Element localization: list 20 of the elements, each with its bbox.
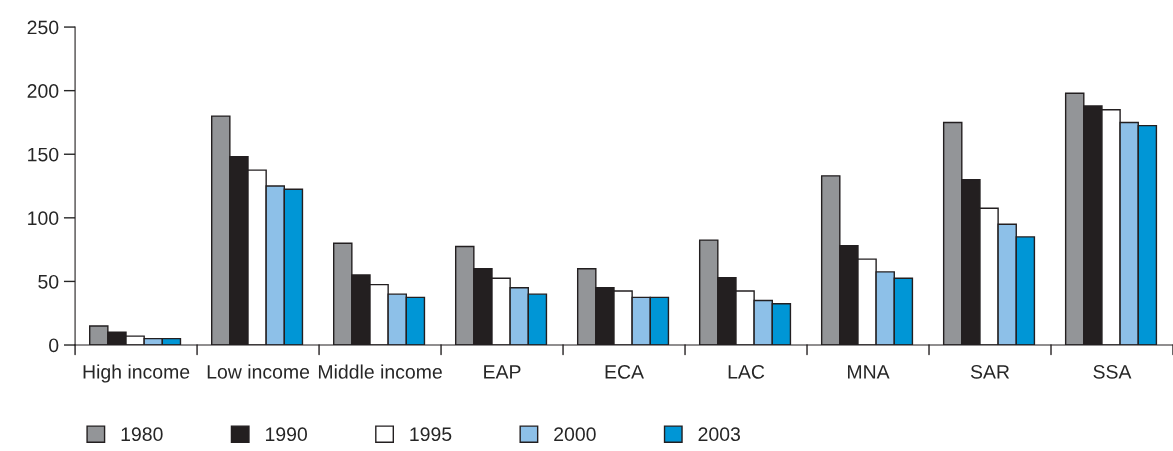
x-tick-label: SSA	[1093, 364, 1132, 379]
x-tick-label: MNA	[848, 365, 890, 379]
x-tick-label: EAP	[484, 365, 521, 379]
x-tick-label: ECA	[605, 364, 644, 379]
y-tick-label: 100	[28, 211, 59, 226]
legend-label: 1995	[410, 427, 452, 442]
x-tick-label: SAR	[970, 364, 1010, 379]
y-tick-label: 50	[38, 274, 59, 289]
legend-label: 1980	[121, 427, 163, 442]
x-tick-label: LAC	[728, 364, 765, 379]
y-tick-label: 200	[27, 84, 59, 98]
x-tick-label: High income	[83, 364, 190, 383]
legend-label: 2003	[698, 427, 740, 442]
legend-label: 2000	[554, 427, 596, 442]
x-tick-label: Middle income	[318, 364, 442, 379]
legend-label: 1990	[265, 427, 307, 442]
y-tick-label: 150	[28, 147, 59, 162]
y-tick-label: 250	[27, 20, 59, 35]
x-tick-label: Low income	[207, 364, 310, 379]
y-tick-label: 0	[49, 338, 59, 353]
